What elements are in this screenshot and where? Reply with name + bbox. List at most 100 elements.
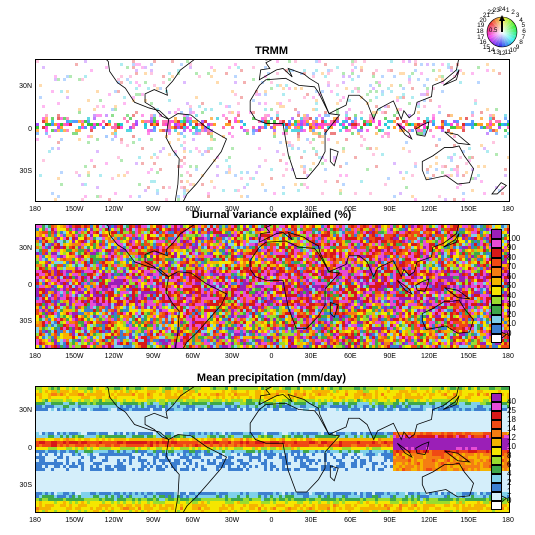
wheel-hour-label: 1 bbox=[505, 6, 510, 14]
lat-label: 0 bbox=[28, 281, 32, 289]
map-panel-precip bbox=[35, 386, 510, 513]
lon-label: 120W bbox=[104, 517, 123, 524]
colorbar-swatch bbox=[491, 411, 502, 420]
map-panel-variance bbox=[35, 224, 510, 349]
lon-label: 60W bbox=[185, 517, 200, 524]
colorbar-swatch bbox=[491, 420, 502, 429]
lon-label: 30E bbox=[304, 353, 318, 360]
colorbar-swatch bbox=[491, 314, 502, 324]
lon-label: 150E bbox=[460, 517, 477, 524]
colorbar-swatch bbox=[491, 456, 502, 465]
wheel-hour-label: 20 bbox=[479, 17, 487, 24]
phase-coastlines bbox=[106, 60, 508, 201]
map-phase-field bbox=[36, 60, 509, 201]
precip-colorbar: 40 25 18 14 12 10 8 6 4 2 1 0 bbox=[491, 393, 531, 511]
panel-2-title: Diurnal variance explained (%) bbox=[191, 209, 352, 221]
colorbar-swatch bbox=[491, 295, 502, 305]
lon-label: 150E bbox=[460, 206, 477, 213]
colorbar-swatch bbox=[491, 305, 502, 315]
wheel-hour-label: 15 bbox=[482, 43, 491, 51]
wheel-hour-label: 6 bbox=[522, 28, 526, 35]
colorbar-swatch bbox=[491, 492, 502, 501]
wheel-hour-label: 19 bbox=[477, 22, 485, 30]
phase-color-wheel: 0.5 24 1 2 3 4 5 6 7 8 9 10 11 12 13 14 15 16 17 18 19 20 21 2… bbox=[470, 0, 534, 64]
lon-label: 60W bbox=[185, 353, 200, 360]
colorbar-swatch bbox=[491, 229, 502, 239]
colorbar-label: 40 bbox=[507, 290, 516, 300]
wheel-hour-label: 16 bbox=[479, 39, 487, 46]
precip-cells bbox=[36, 387, 509, 512]
lon-label: 90W bbox=[146, 206, 161, 213]
colorbar-swatch bbox=[491, 465, 502, 474]
colorbar-label: 14 bbox=[507, 424, 516, 433]
variance-coastlines bbox=[106, 225, 508, 348]
wheel-hour-label: 7 bbox=[521, 33, 526, 41]
lon-label: 150W bbox=[65, 517, 84, 524]
colorbar-swatch bbox=[491, 447, 502, 456]
lon-label: 120W bbox=[104, 206, 123, 213]
wheel-hour-label: 24 bbox=[498, 6, 506, 13]
phase-wheel-graphic bbox=[486, 15, 518, 48]
colorbar-swatch bbox=[491, 286, 502, 296]
lon-label: 120W bbox=[104, 353, 123, 360]
colorbar-label: 2 bbox=[507, 478, 512, 487]
lat-label: 30N bbox=[19, 244, 32, 252]
map-panel-phase bbox=[35, 59, 510, 202]
lon-label: 150W bbox=[65, 353, 84, 360]
colorbar-swatch bbox=[491, 429, 502, 438]
lon-label: 90W bbox=[146, 517, 161, 524]
colorbar-swatch bbox=[491, 238, 502, 248]
lon-label: 90E bbox=[383, 206, 396, 213]
wheel-hour-label: 18 bbox=[476, 28, 484, 35]
colorbar-label: 10 bbox=[507, 442, 516, 451]
lon-label: 0 bbox=[269, 353, 274, 360]
wheel-hour-label: 10 bbox=[509, 47, 517, 55]
phase-cells bbox=[36, 60, 509, 201]
lon-label: 0 bbox=[269, 206, 274, 213]
lon-label: 30W bbox=[224, 206, 240, 213]
colorbar-label: 0 bbox=[507, 328, 512, 338]
lon-label: 180 bbox=[502, 517, 514, 524]
lon-label: 180 bbox=[29, 517, 41, 524]
wheel-hour-label: 9 bbox=[515, 43, 520, 51]
colorbar-label: 12 bbox=[507, 433, 516, 442]
wheel-hour-label: 21 bbox=[482, 12, 491, 20]
lon-label: 180 bbox=[502, 353, 514, 360]
lon-label: 60W bbox=[185, 206, 200, 213]
lon-label: 30E bbox=[304, 517, 318, 524]
wheel-amplitude-label: 0.5 bbox=[489, 28, 498, 34]
colorbar-label: 4 bbox=[507, 469, 512, 478]
wheel-hour-label: 22 bbox=[487, 8, 495, 16]
precip-coastlines bbox=[106, 387, 508, 512]
colorbar-swatch bbox=[491, 501, 502, 510]
wheel-hour-label: 4 bbox=[519, 17, 523, 24]
lon-label: 180 bbox=[29, 206, 41, 213]
panel-3-title: Mean precipitation (mm/day) bbox=[196, 372, 347, 384]
colorbar-label: 60 bbox=[507, 271, 516, 281]
lon-label: 150E bbox=[460, 353, 477, 360]
lat-label: 30S bbox=[19, 482, 32, 489]
lon-label: 180 bbox=[502, 206, 514, 213]
wheel-hour-label: 13 bbox=[492, 49, 500, 57]
lon-label: 90E bbox=[383, 517, 396, 524]
lat-label: 0 bbox=[28, 444, 32, 452]
lon-label: 30E bbox=[304, 206, 318, 213]
lat-label: 30N bbox=[19, 407, 32, 414]
colorbar-swatch bbox=[491, 393, 502, 402]
colorbar-label: 1 bbox=[507, 487, 512, 496]
lon-label: 120E bbox=[420, 353, 438, 360]
colorbar-label: 18 bbox=[507, 415, 516, 424]
colorbar-label: 8 bbox=[507, 451, 512, 460]
map-variance-field bbox=[36, 225, 509, 348]
wheel-hour-label: 11 bbox=[504, 49, 512, 57]
colorbar-label: 70 bbox=[507, 262, 516, 271]
lon-label: 60E bbox=[344, 206, 357, 213]
colorbar-swatch bbox=[491, 248, 502, 258]
colorbar-swatch bbox=[491, 333, 502, 343]
lon-label: 120E bbox=[420, 206, 438, 213]
colorbar-label: 20 bbox=[507, 309, 516, 319]
colorbar-label: 6 bbox=[507, 460, 512, 469]
wheel-hour-label: 12 bbox=[498, 50, 506, 57]
lat-label: 30N bbox=[19, 83, 32, 91]
lon-label: 0 bbox=[269, 517, 274, 524]
